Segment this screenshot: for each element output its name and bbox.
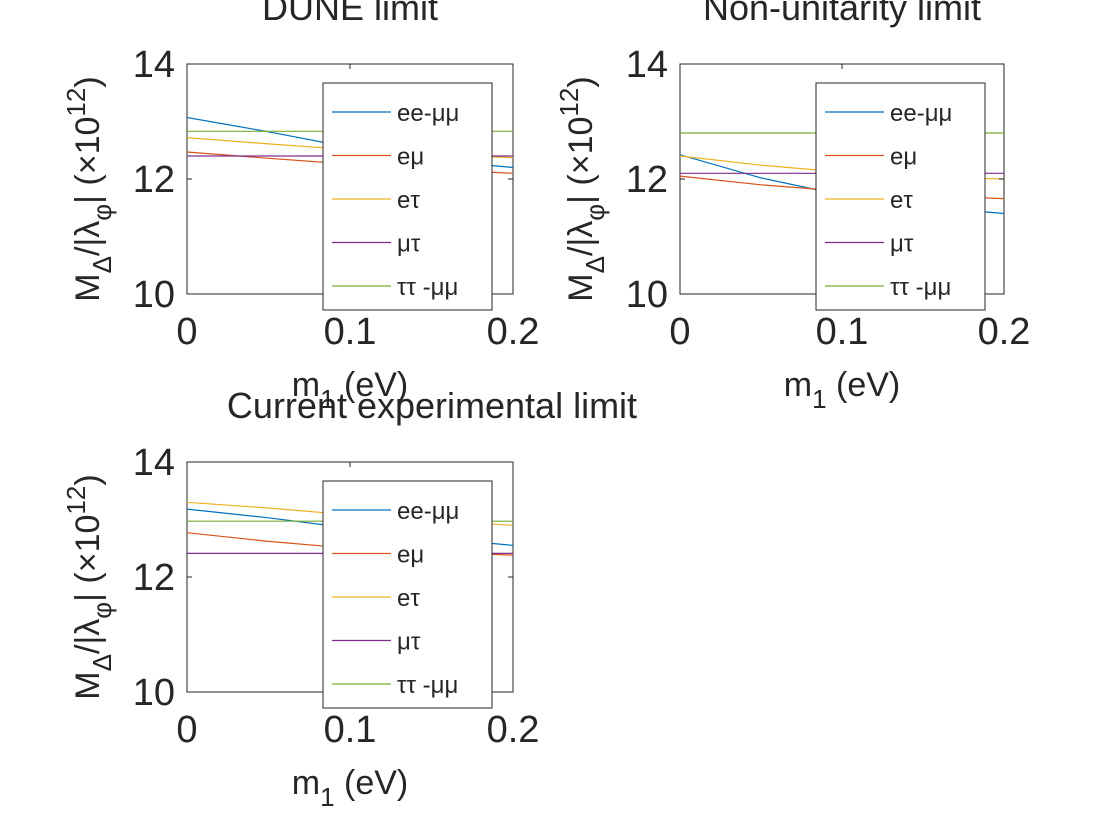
x-tick-label: 0.1: [324, 709, 377, 751]
x-label-sub: 1: [320, 782, 334, 812]
y-label-part4: ): [69, 474, 107, 485]
legend-label-5: ττ -μμ: [397, 274, 458, 301]
y-axis-label: MΔ/|λφ| (×1012): [61, 76, 117, 301]
x-tick-label: 0.2: [978, 311, 1031, 353]
y-label-sup: 12: [61, 486, 91, 515]
y-tick-label: 14: [626, 44, 668, 86]
x-tick-label: 0: [176, 709, 197, 751]
x-tick-label: 0.1: [324, 311, 377, 353]
y-label-part2: /|λ: [69, 221, 107, 256]
y-label-sup: 12: [554, 88, 584, 117]
y-label-sup: 12: [61, 88, 91, 117]
x-label-main: m: [292, 764, 320, 802]
y-label-part1: M: [69, 671, 107, 699]
legend-label-1: ee-μμ: [890, 100, 952, 127]
y-tick-label: 14: [133, 442, 175, 484]
y-label-part2: /|λ: [562, 221, 600, 256]
y-tick-label: 14: [133, 44, 175, 86]
legend-label-1: ee-μμ: [397, 498, 459, 525]
legend-label-3: eτ: [890, 187, 913, 214]
legend-label-4: μτ: [890, 231, 914, 258]
legend-label-5: ττ -μμ: [397, 672, 458, 699]
x-label-unit: (eV): [335, 764, 409, 802]
x-axis-label: m1 (eV): [292, 366, 408, 414]
legend-label-1: ee-μμ: [397, 100, 459, 127]
legend-label-3: eτ: [397, 585, 420, 612]
y-label-sub1: Δ: [87, 654, 117, 671]
y-label-part1: M: [69, 273, 107, 301]
x-tick-label: 0: [176, 311, 197, 353]
legend-label-5: ττ -μμ: [890, 274, 951, 301]
legend-label-2: eμ: [890, 144, 917, 171]
y-axis-label: MΔ/|λφ| (×1012): [61, 474, 117, 699]
y-label-sub1: Δ: [87, 256, 117, 273]
y-tick-label: 12: [626, 159, 668, 201]
legend: ee-μμ eμ eτ μτ ττ -μμ: [322, 82, 493, 311]
chart-title: Non-unitarity limit: [703, 0, 981, 28]
legend: ee-μμ eμ eτ μτ ττ -μμ: [322, 480, 493, 709]
y-label-part1: M: [562, 273, 600, 301]
subplot-3: 0 0.1 0.2 10 12 14 Current experimental limit m…: [61, 385, 637, 812]
y-tick-label: 10: [133, 672, 175, 714]
x-label-main: m: [292, 366, 320, 404]
chart-title: Current experimental limit: [227, 385, 637, 426]
legend: ee-μμ eμ eτ μτ ττ -μμ: [815, 82, 986, 311]
y-label-sub1: Δ: [580, 256, 610, 273]
y-tick-label: 10: [626, 274, 668, 316]
y-label-part4: ): [69, 76, 107, 87]
y-label-part3: | (×10: [69, 117, 107, 204]
x-label-main: m: [784, 366, 812, 404]
y-label-part4: ): [562, 76, 600, 87]
y-label-part3: | (×10: [69, 515, 107, 602]
x-axis-label: m1 (eV): [784, 366, 900, 414]
legend-label-4: μτ: [397, 629, 421, 656]
x-tick-label: 0.2: [487, 709, 540, 751]
x-label-sub: 1: [812, 384, 826, 414]
x-label-unit: (eV): [827, 366, 901, 404]
legend-label-3: eτ: [397, 187, 420, 214]
x-tick-label: 0.2: [487, 311, 540, 353]
legend-label-4: μτ: [397, 231, 421, 258]
legend-box: [815, 82, 986, 311]
x-label-unit: (eV): [335, 366, 409, 404]
y-label-sub2: φ: [87, 204, 117, 221]
y-label-part2: /|λ: [69, 619, 107, 654]
subplot-2: 0 0.1 0.2 10 12 14 Non-unitarity limit m1 (eV) M…: [554, 0, 1030, 414]
x-label-sub: 1: [320, 384, 334, 414]
y-label-sub2: φ: [87, 602, 117, 619]
y-tick-label: 10: [133, 274, 175, 316]
y-label-sub2: φ: [580, 204, 610, 221]
legend-box: [322, 82, 493, 311]
y-label-part3: | (×10: [562, 117, 600, 204]
legend-box: [322, 480, 493, 709]
subplot-1: 0 0.1 0.2 10 12 14 DUNE limit m1 (eV) MΔ/|λφ| (×…: [61, 0, 539, 414]
x-tick-label: 0: [669, 311, 690, 353]
y-tick-label: 12: [133, 557, 175, 599]
y-tick-label: 12: [133, 159, 175, 201]
legend-label-2: eμ: [397, 144, 424, 171]
x-tick-label: 0.1: [816, 311, 869, 353]
x-axis-label: m1 (eV): [292, 764, 408, 812]
legend-label-2: eμ: [397, 542, 424, 569]
y-axis-label: MΔ/|λφ| (×1012): [554, 76, 610, 301]
chart-title: DUNE limit: [262, 0, 438, 28]
